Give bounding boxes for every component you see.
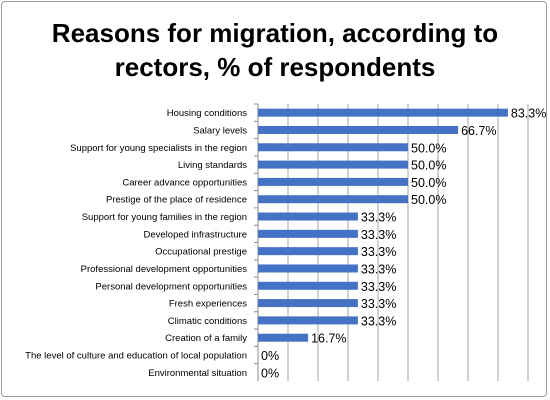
chart-title-line-2: rectors, % of respondents [114,52,436,82]
chart-title-line-1: Reasons for migration, according to [51,18,499,48]
bar [258,281,358,290]
data-label: 33.3% [361,228,396,242]
data-label: 33.3% [361,211,396,225]
data-label: 83.3% [511,107,546,121]
data-label: 0% [261,349,279,363]
bar [258,125,459,134]
category-label: Personal development opportunities [95,281,247,292]
bar [258,264,358,273]
data-label: 33.3% [361,262,396,276]
data-label: 0% [261,366,279,380]
data-label: 50.0% [411,141,446,155]
chart-title: Reasons for migration, according to rect… [0,16,550,84]
category-label: Career advance opportunities [122,177,247,188]
category-label: Living standards [178,160,247,171]
category-label: Housing conditions [167,108,248,119]
bar [258,108,508,117]
bar [258,316,358,325]
bar [258,195,408,204]
category-label: Environmental situation [148,368,247,379]
category-labels: Housing conditions Salary levels Support f… [25,108,247,379]
bar [258,143,408,152]
bars [258,108,508,342]
category-label: Salary levels [193,125,247,136]
category-label: Prestige of the place of residence [106,195,247,206]
data-label: 16.7% [311,332,346,346]
bar [258,160,408,169]
data-label: 33.3% [361,314,396,328]
bar [258,229,358,238]
bar [258,333,309,342]
bar [258,212,358,221]
category-label: The level of culture and education of lo… [25,351,247,362]
data-label: 66.7% [461,124,496,138]
data-label: 50.0% [411,176,446,190]
data-label: 33.3% [361,297,396,311]
category-label: Developed infrastructure [144,229,248,240]
bar [258,247,358,256]
category-label: Professional development opportunities [81,264,248,275]
data-label: 50.0% [411,193,446,207]
value-labels: 83.3% 66.7% 50.0% 50.0% 50.0% 50.0% 33.3% 33.3%… [261,107,546,381]
data-label: 33.3% [361,245,396,259]
bar [258,299,358,308]
category-label: Support for young families in the region [82,212,247,223]
category-label: Creation of a family [165,333,247,344]
category-label: Occupational prestige [155,247,247,258]
category-label: Climatic conditions [168,316,247,327]
bar [258,177,408,186]
category-label: Fresh experiences [169,299,247,310]
category-label: Support for young specialists in the reg… [70,143,247,154]
data-label: 50.0% [411,159,446,173]
data-label: 33.3% [361,280,396,294]
